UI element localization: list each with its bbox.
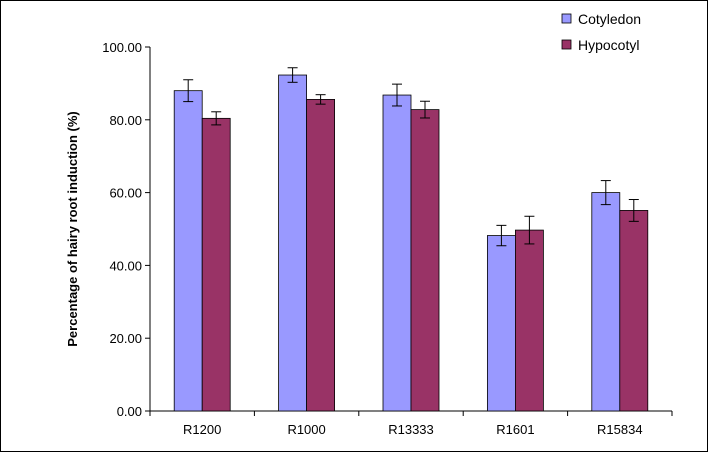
legend-label-hypocotyl: Hypocotyl (578, 37, 639, 53)
y-tick-label: 80.00 (109, 113, 142, 128)
x-tick-label: R1000 (287, 422, 325, 437)
bar-cotyledon-r13333 (382, 94, 412, 412)
x-tick-label: R15834 (597, 422, 643, 437)
bars-group (173, 74, 649, 412)
y-tick-label: 100.00 (102, 40, 142, 55)
y-tick-label: 60.00 (109, 186, 142, 201)
x-tick-label: R1601 (496, 422, 534, 437)
x-tick-label: R1200 (183, 422, 221, 437)
legend-swatch-cotyledon (561, 13, 572, 24)
bar-cotyledon-r15834 (591, 192, 621, 412)
legend-swatch-hypocotyl (561, 39, 572, 50)
legend: Cotyledon Hypocotyl (561, 11, 641, 53)
error-bars-group (183, 67, 639, 247)
y-tick-label: 0.00 (117, 404, 142, 419)
y-tick-label: 40.00 (109, 258, 142, 273)
x-tick-label: R13333 (388, 422, 434, 437)
bar-cotyledon-r1000 (278, 74, 308, 412)
y-axis-label: Percentage of hairy root induction (%) (65, 111, 80, 346)
bar-hypocotyl-r1200 (201, 117, 231, 412)
bar-hypocotyl-r1601 (515, 229, 544, 412)
bar-hypocotyl-r1000 (306, 99, 336, 412)
y-tick-label: 20.00 (109, 331, 142, 346)
bar-cotyledon-r1601 (486, 235, 516, 412)
bar-cotyledon-r1200 (173, 90, 203, 412)
legend-label-cotyledon: Cotyledon (578, 11, 641, 27)
tick-labels-group: 0.00 20.00 40.00 60.00 80.00 100.00 R1200 R1000… (102, 40, 642, 437)
bar-hypocotyl-r15834 (619, 210, 649, 412)
bar-hypocotyl-r13333 (410, 109, 440, 412)
